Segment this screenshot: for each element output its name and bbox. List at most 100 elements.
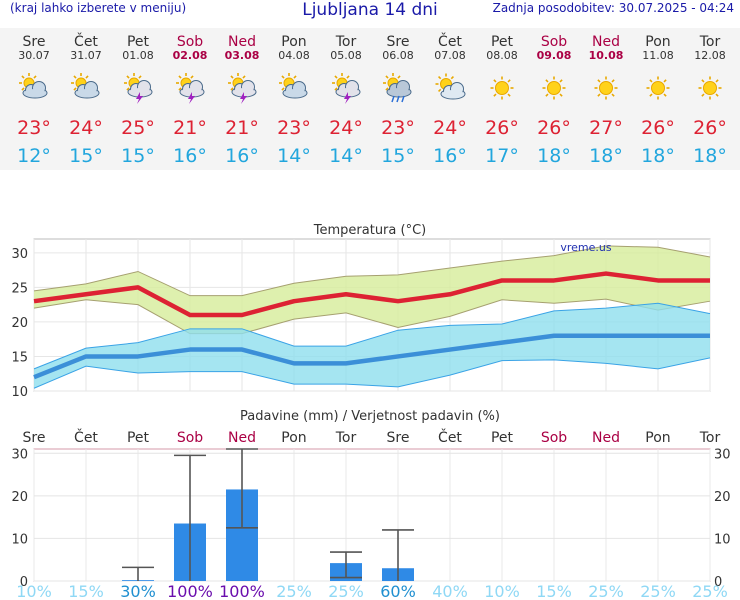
precip-plot-area xyxy=(33,448,711,582)
precip-probability: 25% xyxy=(640,582,676,600)
cloud-shape xyxy=(386,80,412,98)
rain-drop xyxy=(396,95,400,103)
sun-shape xyxy=(594,76,618,100)
sun-ray xyxy=(701,93,705,97)
sun-ray xyxy=(126,87,130,91)
day-date: 04.08 xyxy=(278,49,310,62)
cloud-fill xyxy=(388,88,410,96)
precip-day-label: Pet xyxy=(491,430,514,446)
precip-probability: 100% xyxy=(219,582,265,600)
max-temp: 26° xyxy=(485,117,519,139)
max-temp: 24° xyxy=(433,117,467,139)
sun-shape xyxy=(490,76,514,100)
location-hint-link[interactable]: (kraj lahko izberete v meniju) xyxy=(10,1,187,15)
sun-ray xyxy=(190,75,194,79)
sun-shape xyxy=(698,76,722,100)
sun-ray xyxy=(73,87,77,91)
max-temp: 23° xyxy=(17,117,51,139)
precip-chart-title: Padavine (mm) / Verjetnost padavin (%) xyxy=(240,409,500,424)
sun-ray xyxy=(649,79,653,83)
min-temp: 15° xyxy=(381,145,415,167)
min-temp: 15° xyxy=(121,145,155,167)
precip-probability: 10% xyxy=(16,582,52,600)
min-temp-line xyxy=(33,333,710,380)
precip-day-label: Sob xyxy=(541,430,567,446)
sun-ray xyxy=(493,93,497,97)
sun-ray xyxy=(611,93,615,97)
precip-day-label: Tor xyxy=(335,430,357,446)
sun-ray xyxy=(334,87,338,91)
precip-day-label: Sre xyxy=(387,430,410,446)
sun-icon xyxy=(542,76,566,100)
day-date: 06.08 xyxy=(382,49,414,62)
band-lower-edge xyxy=(33,298,711,335)
sun-icon xyxy=(646,76,670,100)
day-date: 01.08 xyxy=(122,49,154,62)
temp-y-tick: 25 xyxy=(11,281,28,296)
day-date: 07.08 xyxy=(434,49,466,62)
sun-ray xyxy=(385,75,389,79)
sun-ray xyxy=(21,87,25,91)
max-temp: 26° xyxy=(693,117,727,139)
sun-icon xyxy=(698,76,722,100)
precip-y-tick: 30 xyxy=(11,447,28,462)
max-temp: 26° xyxy=(641,117,675,139)
precip-probability: 100% xyxy=(167,582,213,600)
precip-y-tick-right: 20 xyxy=(714,490,731,505)
thunderstorm-sun-icon xyxy=(124,73,153,104)
max-temp: 25° xyxy=(121,117,155,139)
precip-day-label: Pon xyxy=(645,430,670,446)
max-temp: 24° xyxy=(329,117,363,139)
temp-chart-title: Temperatura (°C) xyxy=(313,223,426,238)
partly-cloudy-icon xyxy=(279,73,308,99)
day-name: Sob xyxy=(541,34,567,50)
sun-ray xyxy=(663,93,667,97)
sun-ray xyxy=(715,93,719,97)
temp-y-tick: 15 xyxy=(11,350,28,365)
precip-probability: 25% xyxy=(276,582,312,600)
precip-probability: 30% xyxy=(120,582,156,600)
sun-ray xyxy=(281,75,285,79)
forecast-svg: Sre30.0723°12°Čet31.0724°15°Pet01.0825°1… xyxy=(17,32,727,167)
band-lower-edge xyxy=(33,357,711,389)
max-temp: 26° xyxy=(537,117,571,139)
precip-y-tick-right: 10 xyxy=(714,532,731,547)
lightning-bolt xyxy=(344,92,351,104)
cloud-shape xyxy=(440,82,466,100)
thunderstorm-sun-icon xyxy=(176,73,205,104)
day-name: Ned xyxy=(592,34,620,50)
sun-ray xyxy=(545,93,549,97)
precip-day-label: Sob xyxy=(177,430,203,446)
min-temp: 14° xyxy=(329,145,363,167)
sun-ray xyxy=(438,76,442,80)
day-date: 05.08 xyxy=(330,49,362,62)
sun-ray xyxy=(293,75,297,79)
max-temp-line xyxy=(33,271,710,318)
min-temp: 16° xyxy=(433,145,467,167)
sun-ray xyxy=(493,79,497,83)
sun-disc xyxy=(547,81,561,95)
sun-ray xyxy=(33,75,37,79)
sun-ray xyxy=(21,75,25,79)
precip-day-label: Čet xyxy=(74,428,98,446)
band-upper-edge xyxy=(33,302,711,370)
sun-shape xyxy=(542,76,566,100)
temp-y-tick: 20 xyxy=(11,316,28,331)
cloud-shape xyxy=(127,80,153,98)
sun-disc xyxy=(703,81,717,95)
sun-ray xyxy=(438,88,442,92)
sun-ray xyxy=(545,79,549,83)
sun-ray xyxy=(385,87,389,91)
day-date: 02.08 xyxy=(173,49,208,62)
sun-icon xyxy=(594,76,618,100)
min-temp: 18° xyxy=(589,145,623,167)
cloud-shape xyxy=(74,81,100,99)
day-date: 09.08 xyxy=(537,49,572,62)
sun-ray xyxy=(334,75,338,79)
precip-bar xyxy=(226,489,258,581)
sun-ray xyxy=(73,75,77,79)
precip-day-label: Ned xyxy=(592,430,620,446)
day-name: Pet xyxy=(491,34,514,50)
forecast-strip: Sre 30.07 23° 12° Čet 31.07 24° 15° Pet 01.08 25° 1… xyxy=(0,28,740,170)
day-name: Tor xyxy=(699,34,721,50)
